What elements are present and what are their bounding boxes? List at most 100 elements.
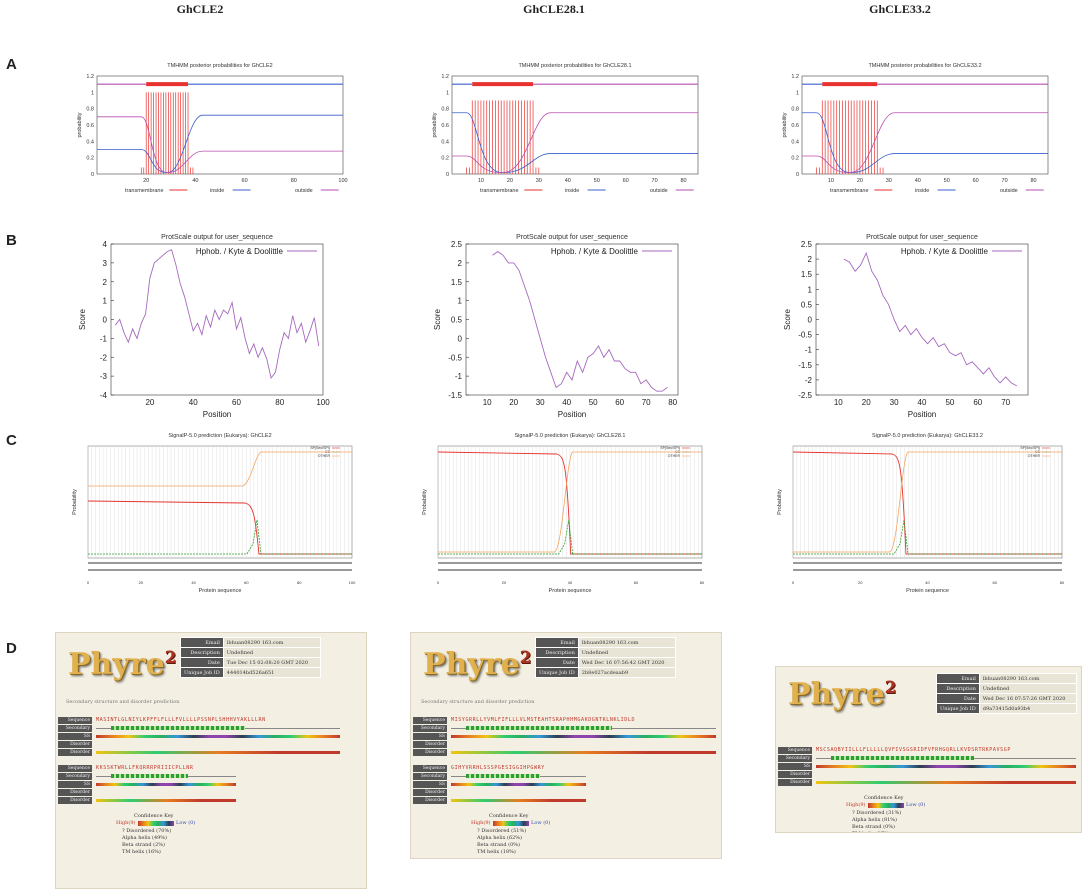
y-tick-label: 0.8 — [441, 107, 449, 113]
legend-label: outside — [650, 188, 668, 194]
x-tick-label: 80 — [297, 580, 302, 585]
y-axis-label: Probability — [72, 489, 78, 515]
x-tick-label: 60 — [634, 580, 639, 585]
legend-label: inside — [915, 188, 929, 194]
y-axis-label: probability — [782, 112, 788, 137]
y-tick-label: 1.2 — [86, 74, 94, 80]
row-label-d: D — [6, 640, 17, 657]
x-tick-label: 60 — [232, 398, 241, 407]
x-tick-label: 100 — [349, 580, 356, 585]
hydrophobicity-line — [843, 251, 1018, 387]
info-value: 444014bd526a651 — [222, 667, 321, 678]
info-key: Date — [180, 657, 224, 668]
ss-confidence-bar — [96, 735, 341, 738]
y-tick-label: 2 — [808, 255, 813, 264]
y-tick-label: 1.5 — [451, 278, 463, 287]
ss-heading: Secondary structure and disorder predict… — [66, 699, 180, 705]
y-tick-label: 0 — [91, 172, 94, 178]
x-tick-label: 40 — [918, 398, 927, 407]
sequence-text: MASINTLGLNIYLKPFFLFLLLFVLLLLPSSNPLSHHHVY… — [96, 717, 266, 723]
confidence-gradient — [493, 821, 529, 826]
row-label-b: B — [6, 232, 17, 249]
info-value: Tue Dec 15 02:08:20 GMT 2020 — [222, 657, 321, 668]
x-tick-label: 20 — [502, 580, 507, 585]
x-tick-label: 60 — [993, 580, 998, 585]
x-tick-label: 70 — [652, 178, 658, 184]
track-label: SS confidence — [58, 733, 92, 746]
inside-curve — [97, 114, 343, 173]
legend-label: inside — [210, 188, 224, 194]
tmhmm-title: TMHMM posterior probabilities for GhCLE2 — [167, 63, 272, 69]
info-key: Unique Job ID — [535, 667, 579, 678]
x-axis-label: Position — [558, 410, 586, 419]
annotation-row — [793, 569, 1062, 571]
x-tick-label: 80 — [275, 398, 284, 407]
protscale-title: ProtScale output for user_sequence — [161, 234, 273, 241]
x-tick-label: 70 — [642, 398, 651, 407]
phyre2-logo: Phyre2 — [68, 647, 177, 682]
x-tick-label: 40 — [191, 580, 196, 585]
y-axis-label: Probability — [422, 489, 428, 515]
annotation-row — [438, 569, 702, 571]
confidence-key-item: Alpha helix (49%) — [122, 835, 168, 841]
x-axis-label: Protein sequence — [199, 588, 242, 594]
signalp-title: SignalP-5.0 prediction (Eukarya): GhCLE3… — [872, 433, 983, 439]
phyre2-panel-ghcle33-2: Phyre2 Email lbhuan08290 163.com Descriptio… — [775, 666, 1082, 833]
plot-frame — [451, 75, 699, 175]
track-label: Sequence — [413, 765, 447, 772]
x-tick-label: 10 — [834, 398, 843, 407]
legend-label: SP(Sec/SPI) — [1020, 446, 1040, 450]
track-label: Disorder confidence — [778, 779, 812, 792]
helix-segment — [111, 774, 189, 778]
x-tick-label: 50 — [594, 178, 600, 184]
ss-confidence-bar — [451, 783, 587, 786]
legend-label: outside — [1000, 188, 1018, 194]
x-tick-label: 40 — [568, 580, 573, 585]
track-label: Disorder — [413, 789, 447, 796]
track-label: Sequence — [413, 717, 447, 724]
x-tick-label: 20 — [143, 178, 149, 184]
ss-confidence-bar — [451, 735, 716, 738]
confidence-key-high: High(9) — [471, 820, 491, 826]
x-tick-label: 80 — [668, 398, 677, 407]
y-tick-label: 0.8 — [791, 107, 799, 113]
confidence-key-item: Beta strand (0%) — [477, 842, 521, 848]
x-tick-label: 80 — [291, 178, 297, 184]
confidence-key-low: Low (0) — [906, 802, 926, 808]
sp-curve — [792, 451, 1062, 555]
protscale-title: ProtScale output for user_sequence — [516, 234, 628, 241]
info-key: Email — [535, 637, 579, 648]
disorder-confidence-bar — [816, 781, 1076, 784]
row-label-a: A — [6, 56, 17, 73]
y-axis-label: Score — [783, 309, 792, 330]
sequence-row — [793, 562, 1062, 564]
info-value: 2b8e027acdeaab9 — [577, 667, 676, 678]
y-tick-label: 1 — [91, 90, 94, 96]
y-tick-label: 4 — [103, 240, 108, 249]
x-tick-label: 80 — [1060, 580, 1065, 585]
y-tick-label: -4 — [100, 391, 108, 400]
plot-frame — [465, 243, 679, 396]
confidence-key-high: High(9) — [116, 820, 136, 826]
x-tick-label: 40 — [562, 398, 571, 407]
y-tick-label: -1 — [805, 346, 813, 355]
y-axis-label: Score — [433, 309, 442, 330]
inside-curve — [802, 112, 1048, 173]
confidence-key-item: Alpha helix (62%) — [477, 835, 523, 841]
confidence-key-item: ? Disordered (31%) — [852, 810, 902, 816]
y-tick-label: -2 — [805, 376, 813, 385]
track-label: Secondary structure — [413, 773, 447, 786]
helix-segment — [111, 726, 246, 730]
sp-curve — [437, 451, 702, 555]
info-value: Undefined — [577, 647, 676, 658]
y-tick-label: 0.4 — [791, 139, 799, 145]
confidence-key-item: TM helix (18%) — [477, 849, 516, 855]
y-tick-label: 2 — [103, 278, 108, 287]
x-tick-label: 20 — [858, 580, 863, 585]
x-tick-label: 30 — [890, 398, 899, 407]
column-title-ghcle33-2: GhCLE33.2 — [869, 2, 931, 16]
x-tick-label: 20 — [862, 398, 871, 407]
y-tick-label: 1.2 — [441, 74, 449, 80]
x-tick-label: 30 — [886, 178, 892, 184]
ss-confidence-bar — [96, 783, 237, 786]
